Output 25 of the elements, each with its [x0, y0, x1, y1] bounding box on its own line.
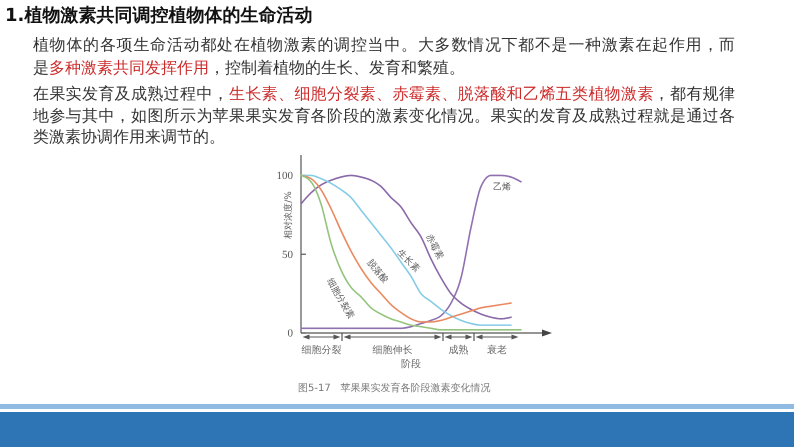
- text: 细胞分裂: [302, 344, 342, 356]
- text: 成熟: [448, 344, 468, 356]
- y-axis-title: 相对浓度/%: [283, 190, 294, 239]
- x-axis-title: 阶段: [401, 358, 421, 370]
- text: 赤霉素: [423, 232, 446, 262]
- text: 脱落酸: [364, 257, 390, 286]
- text: 在果实发育及成熟过程中，: [33, 84, 229, 103]
- y-tick-label: 50: [282, 248, 294, 261]
- text: ，都有规律: [654, 84, 736, 103]
- y-tick-label: 0: [288, 328, 294, 340]
- text: 细胞伸长: [372, 344, 412, 356]
- text: 地参与其中，如图所示为苹果果实发育各阶段的激素变化情况。果实的发育及成熟过程就是通过各: [33, 106, 735, 125]
- text: 细胞分裂素: [324, 276, 356, 321]
- text: 植物体的各项生命活动都处在植物激素的调控当中。大多数情况下都不是一种激素在起作用，而: [33, 35, 735, 54]
- text: 多种激素共同发挥作用: [49, 58, 209, 77]
- text: 生长素、细胞分裂素、赤霉素、脱落酸和乙烯五类植物激素: [229, 84, 654, 103]
- caption: 图5-17 苹果果实发育各阶段激素变化情况: [298, 382, 491, 394]
- chart-title: 1.植物激素共同调控植物体的生命活动: [5, 4, 312, 27]
- text: 衰老: [487, 344, 507, 356]
- text: 是: [33, 58, 49, 77]
- text: 类激素协调作用来调节的。: [33, 127, 225, 146]
- text: 生长素: [394, 248, 422, 274]
- text: ，控制着植物的生长、发育和繁殖。: [209, 58, 465, 77]
- series-label: 乙烯: [493, 181, 511, 192]
- y-tick-label: 100: [276, 170, 294, 182]
